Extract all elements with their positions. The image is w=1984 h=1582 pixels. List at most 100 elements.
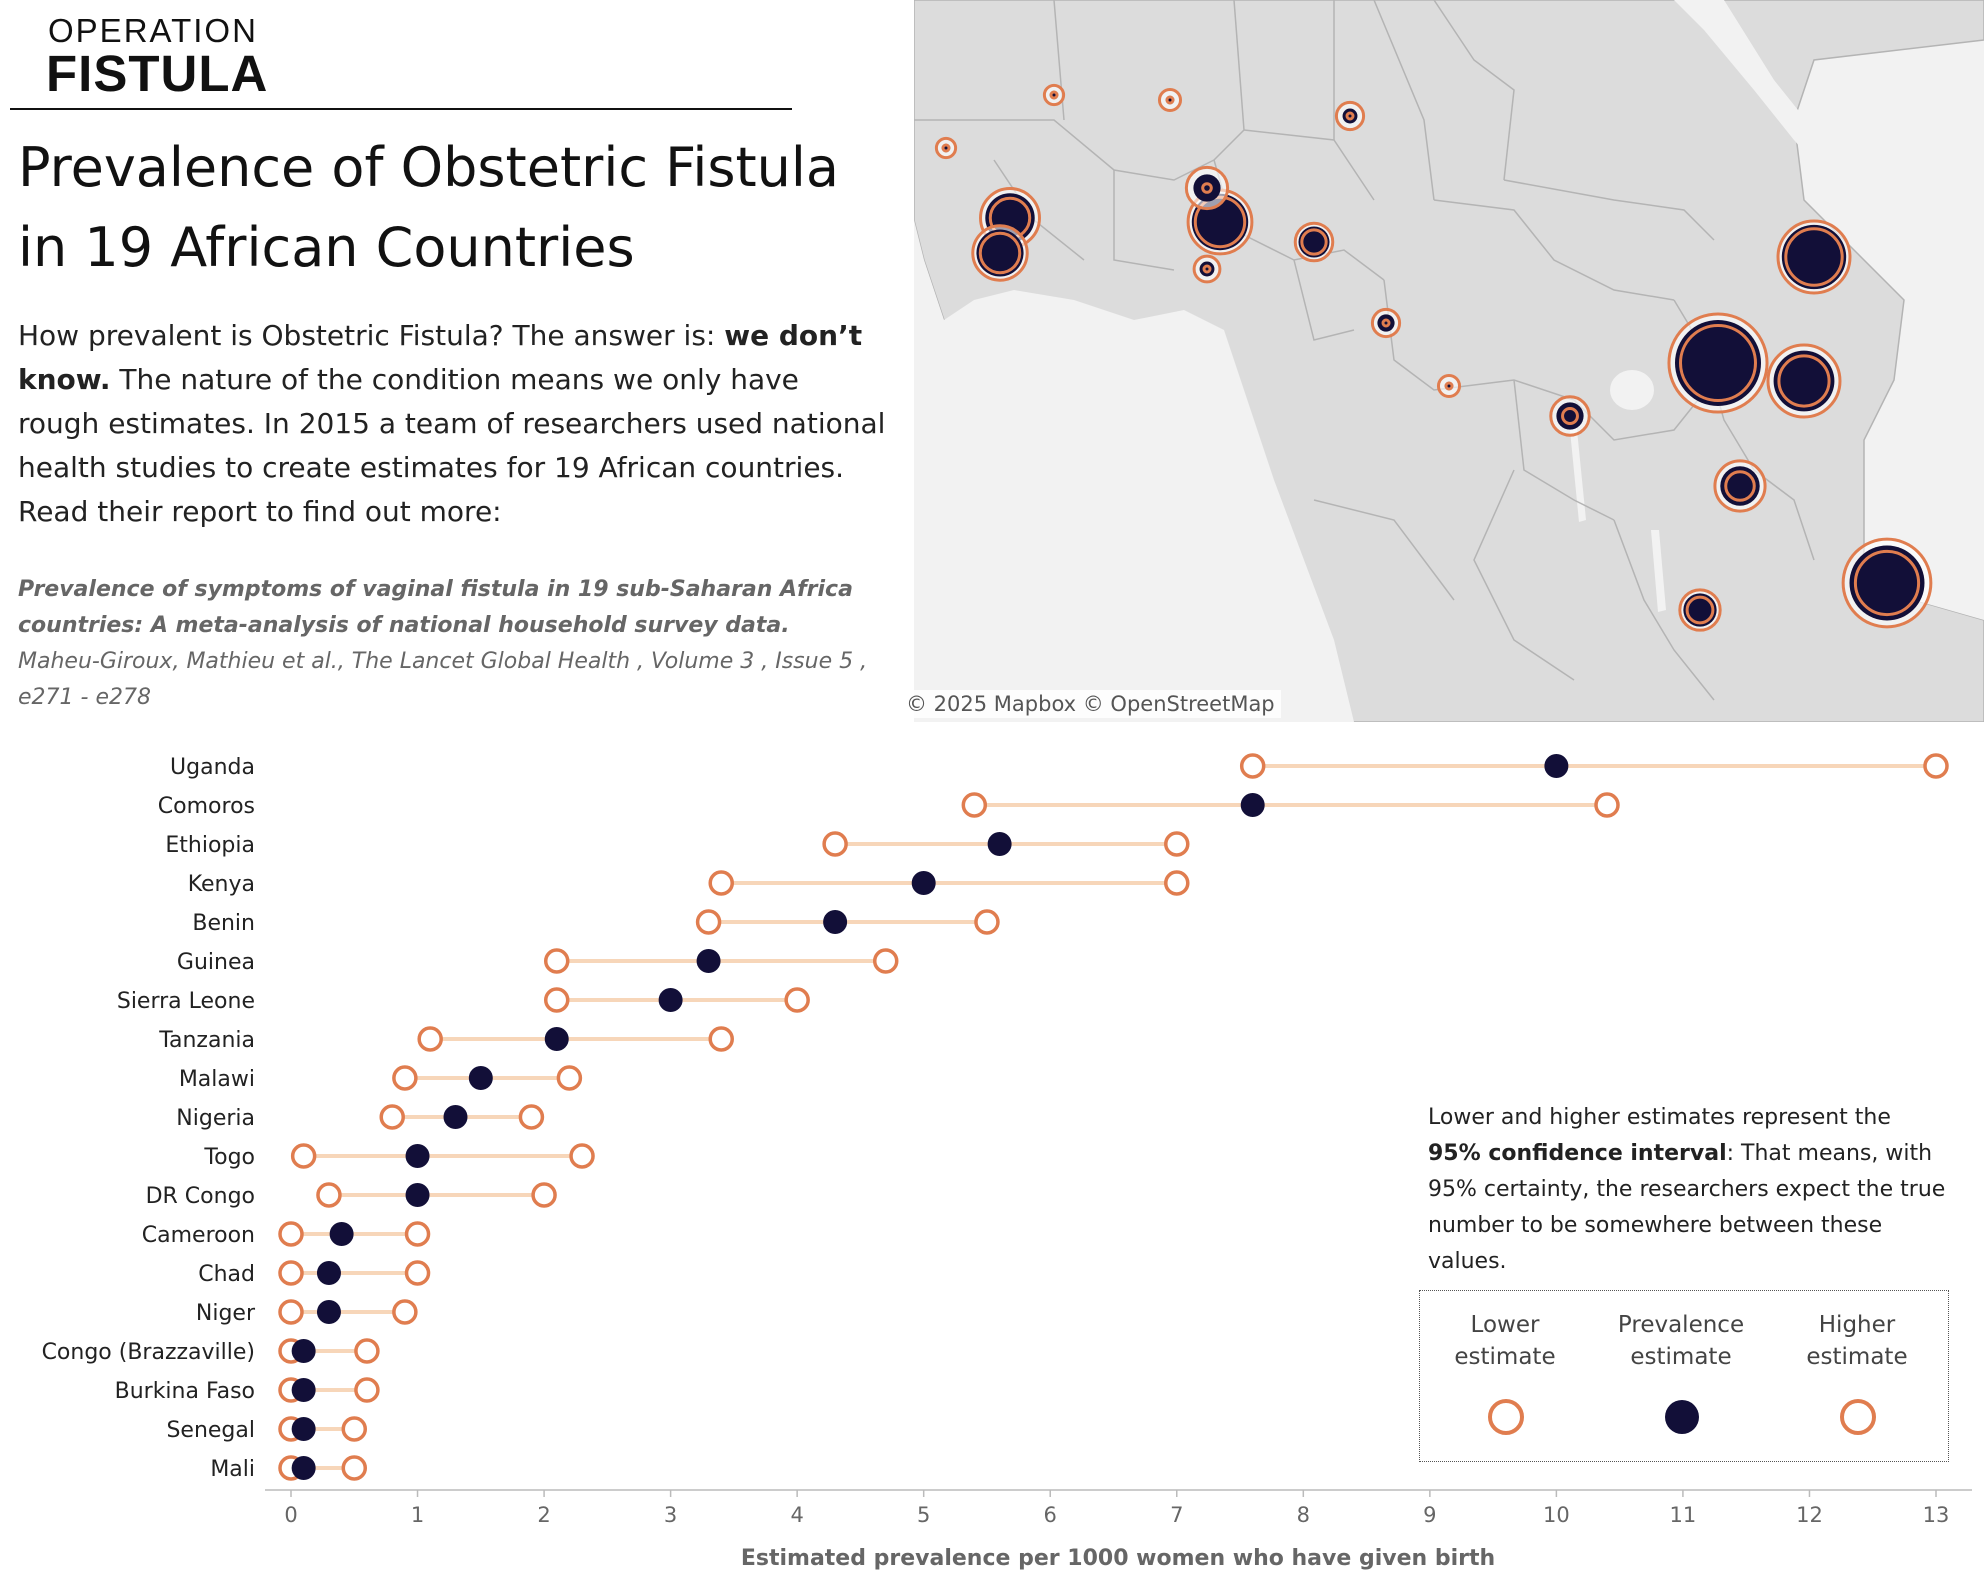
map-prevalence-bubble-ethiopia[interactable] — [1781, 224, 1847, 290]
prevalence-dot-uganda[interactable] — [1544, 754, 1569, 778]
map-credit[interactable]: © 2025 Mapbox © OpenStreetMap — [900, 690, 1281, 718]
lower-dot-chad[interactable] — [278, 1260, 304, 1286]
prevalence-dot-nigeria[interactable] — [443, 1105, 468, 1129]
lower-dot-nigeria[interactable] — [379, 1104, 405, 1130]
map-lower-ring-senegal[interactable] — [941, 143, 951, 153]
map-prevalence-bubble-comoros[interactable] — [1849, 545, 1925, 621]
note-bold: 95% confidence interval — [1428, 1141, 1727, 1166]
map-prevalence-bubble-dr-congo[interactable] — [1556, 402, 1584, 430]
map-lower-ring-sierra-leone[interactable] — [978, 231, 1022, 275]
map-lower-ring-malawi[interactable] — [1685, 595, 1715, 625]
higher-dot-togo[interactable] — [569, 1143, 595, 1169]
higher-dot-burkina-faso[interactable] — [354, 1377, 380, 1403]
lower-dot-guinea[interactable] — [543, 948, 570, 974]
higher-dot-ethiopia[interactable] — [1164, 831, 1190, 857]
citation-text[interactable]: Prevalence of symptoms of vaginal fistul… — [18, 572, 878, 716]
x-tick-label: 3 — [664, 1503, 677, 1527]
prevalence-dot-dr-congo[interactable] — [405, 1183, 430, 1207]
x-tick-label: 6 — [1044, 1503, 1057, 1527]
higher-dot-sierra-leone[interactable] — [784, 987, 810, 1013]
lower-dot-tanzania[interactable] — [417, 1026, 443, 1052]
prevalence-dot-guinea[interactable] — [696, 949, 721, 973]
country-label-dr-congo: DR Congo — [146, 1184, 255, 1209]
x-tick-label: 12 — [1796, 1503, 1823, 1527]
prevalence-dot-comoros[interactable] — [1240, 793, 1265, 817]
estimate-dots[interactable] — [278, 753, 1949, 1481]
citation-title[interactable]: Prevalence of symptoms of vaginal fistul… — [18, 577, 853, 638]
lower-dot-uganda[interactable] — [1239, 753, 1266, 779]
intro-part2: The nature of the condition means we onl… — [18, 363, 886, 528]
map-lower-ring-chad[interactable] — [1345, 111, 1355, 121]
lower-dot-benin[interactable] — [695, 909, 722, 935]
higher-dot-guinea[interactable] — [872, 948, 899, 974]
map-lower-ring-comoros[interactable] — [1853, 549, 1921, 617]
lower-dot-kenya[interactable] — [708, 870, 734, 896]
map-lower-ring-congo-brazzaville[interactable] — [1444, 381, 1454, 391]
map-lower-ring-kenya[interactable] — [1777, 354, 1831, 408]
prevalence-dot-mali[interactable] — [291, 1456, 316, 1480]
map-prevalence-bubble-togo[interactable] — [1193, 174, 1221, 202]
map-prevalence-bubble-niger[interactable] — [1199, 261, 1215, 277]
higher-dot-malawi[interactable] — [556, 1065, 583, 1091]
country-label-malawi: Malawi — [179, 1067, 255, 1092]
map-lower-ring-niger[interactable] — [1202, 264, 1212, 274]
lower-dot-sierra-leone[interactable] — [543, 987, 570, 1013]
lower-dot-malawi[interactable] — [392, 1065, 418, 1091]
lower-dot-cameroon[interactable] — [278, 1221, 304, 1247]
map-lower-ring-nigeria[interactable] — [1300, 228, 1328, 256]
higher-dot-dr-congo[interactable] — [531, 1182, 557, 1208]
lower-dot-comoros[interactable] — [961, 792, 988, 818]
map-lower-ring-mali[interactable] — [1049, 90, 1059, 100]
prevalence-dot-sierra-leone[interactable] — [658, 988, 683, 1012]
lower-dot-dr-congo[interactable] — [316, 1182, 342, 1208]
map-prevalence-bubble-kenya[interactable] — [1773, 350, 1835, 412]
map-lower-ring-ethiopia[interactable] — [1784, 227, 1844, 287]
prevalence-dot-burkina-faso[interactable] — [291, 1378, 316, 1402]
higher-dot-uganda[interactable] — [1923, 753, 1949, 779]
map-lower-ring-cameroon[interactable] — [1381, 318, 1391, 328]
x-tick-label: 7 — [1170, 1503, 1183, 1527]
map-prevalence-bubble-sierra-leone[interactable] — [976, 229, 1024, 277]
higher-dot-chad[interactable] — [404, 1260, 431, 1286]
higher-dot-senegal[interactable] — [341, 1416, 368, 1442]
prevalence-dot-cameroon[interactable] — [329, 1222, 354, 1246]
prevalence-dot-congo-brazzaville[interactable] — [291, 1339, 316, 1363]
map-lower-ring-uganda[interactable] — [1679, 324, 1757, 402]
lower-dot-togo[interactable] — [290, 1143, 317, 1169]
prevalence-dot-togo[interactable] — [405, 1144, 430, 1168]
map-prevalence-bubble-uganda[interactable] — [1674, 319, 1762, 407]
header-rule — [10, 108, 792, 110]
prevalence-dot-niger[interactable] — [316, 1300, 341, 1324]
higher-dot-benin[interactable] — [974, 909, 1000, 935]
lower-dot-niger[interactable] — [278, 1299, 304, 1325]
country-label-cameroon: Cameroon — [142, 1223, 255, 1248]
country-label-guinea: Guinea — [177, 950, 255, 975]
higher-dot-congo-brazzaville[interactable] — [354, 1338, 380, 1364]
map-panel[interactable] — [914, 0, 1984, 722]
map-lower-ring-tanzania[interactable] — [1724, 470, 1756, 502]
prevalence-dot-kenya[interactable] — [911, 871, 936, 895]
map-lower-ring-dr-congo[interactable] — [1561, 407, 1579, 425]
map-bubbles[interactable] — [934, 83, 1933, 632]
africa-map[interactable] — [914, 0, 1984, 722]
higher-dot-kenya[interactable] — [1164, 870, 1190, 896]
higher-dot-comoros[interactable] — [1594, 792, 1620, 818]
higher-dot-mali[interactable] — [341, 1455, 368, 1481]
higher-dot-niger[interactable] — [392, 1299, 418, 1325]
map-lower-ring-togo[interactable] — [1201, 182, 1213, 194]
country-label-tanzania: Tanzania — [158, 1028, 255, 1053]
lower-dot-ethiopia[interactable] — [822, 831, 848, 857]
prevalence-dot-benin[interactable] — [823, 910, 848, 934]
prevalence-dot-malawi[interactable] — [468, 1066, 493, 1090]
map-prevalence-bubble-chad[interactable] — [1342, 108, 1358, 124]
citation-details: Maheu-Giroux, Mathieu et al., The Lancet… — [18, 649, 868, 710]
prevalence-dot-chad[interactable] — [316, 1261, 341, 1285]
higher-dot-cameroon[interactable] — [404, 1221, 431, 1247]
prevalence-dot-senegal[interactable] — [291, 1417, 316, 1441]
prevalence-dot-tanzania[interactable] — [544, 1027, 569, 1051]
prevalence-dot-ethiopia[interactable] — [987, 832, 1012, 856]
higher-dot-nigeria[interactable] — [518, 1104, 545, 1130]
map-prevalence-bubble-cameroon[interactable] — [1377, 314, 1395, 332]
map-lower-ring-burkina-faso[interactable] — [1165, 95, 1175, 105]
higher-dot-tanzania[interactable] — [708, 1026, 734, 1052]
